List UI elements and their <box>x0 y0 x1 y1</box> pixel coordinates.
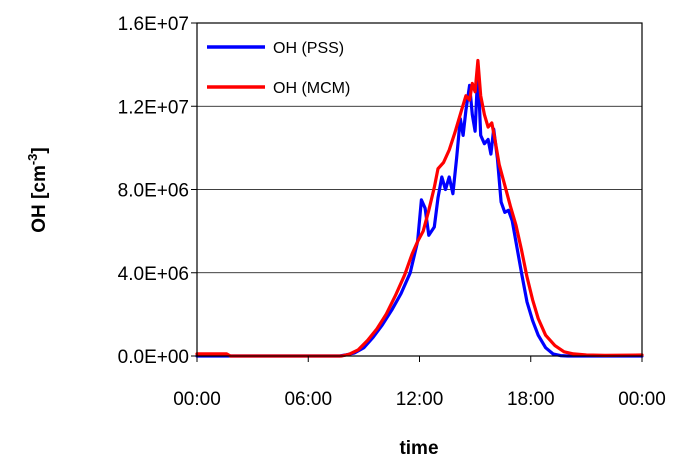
series-lines <box>195 58 644 358</box>
legend: OH (PSS) OH (MCM) <box>207 40 350 97</box>
y-tick-label: 8.0E+06 <box>118 181 189 202</box>
x-axis-title: time <box>399 438 438 459</box>
series-line-mcm <box>195 58 644 358</box>
x-tick-label: 06:00 <box>284 389 332 410</box>
y-tick-label: 1.2E+07 <box>118 97 189 118</box>
y-axis-title: OH [cm-3] <box>25 147 50 232</box>
legend-label-pss: OH (PSS) <box>273 40 344 57</box>
gridlines <box>197 105 642 274</box>
x-tick-label: 00:00 <box>618 389 666 410</box>
x-axis-ticks: 00:00 06:00 12:00 18:00 00:00 <box>173 356 666 410</box>
legend-label-mcm: OH (MCM) <box>273 80 350 97</box>
y-tick-label: 4.0E+06 <box>118 264 189 285</box>
x-tick-label: 12:00 <box>396 389 444 410</box>
series-line-pss <box>195 67 644 358</box>
y-tick-label: 0.0E+00 <box>118 347 189 368</box>
y-tick-label: 1.6E+07 <box>118 14 189 35</box>
x-tick-label: 18:00 <box>507 389 555 410</box>
y-axis-ticks: 0.0E+00 4.0E+06 8.0E+06 1.2E+07 1.6E+07 <box>118 14 197 368</box>
x-tick-label: 00:00 <box>173 389 221 410</box>
